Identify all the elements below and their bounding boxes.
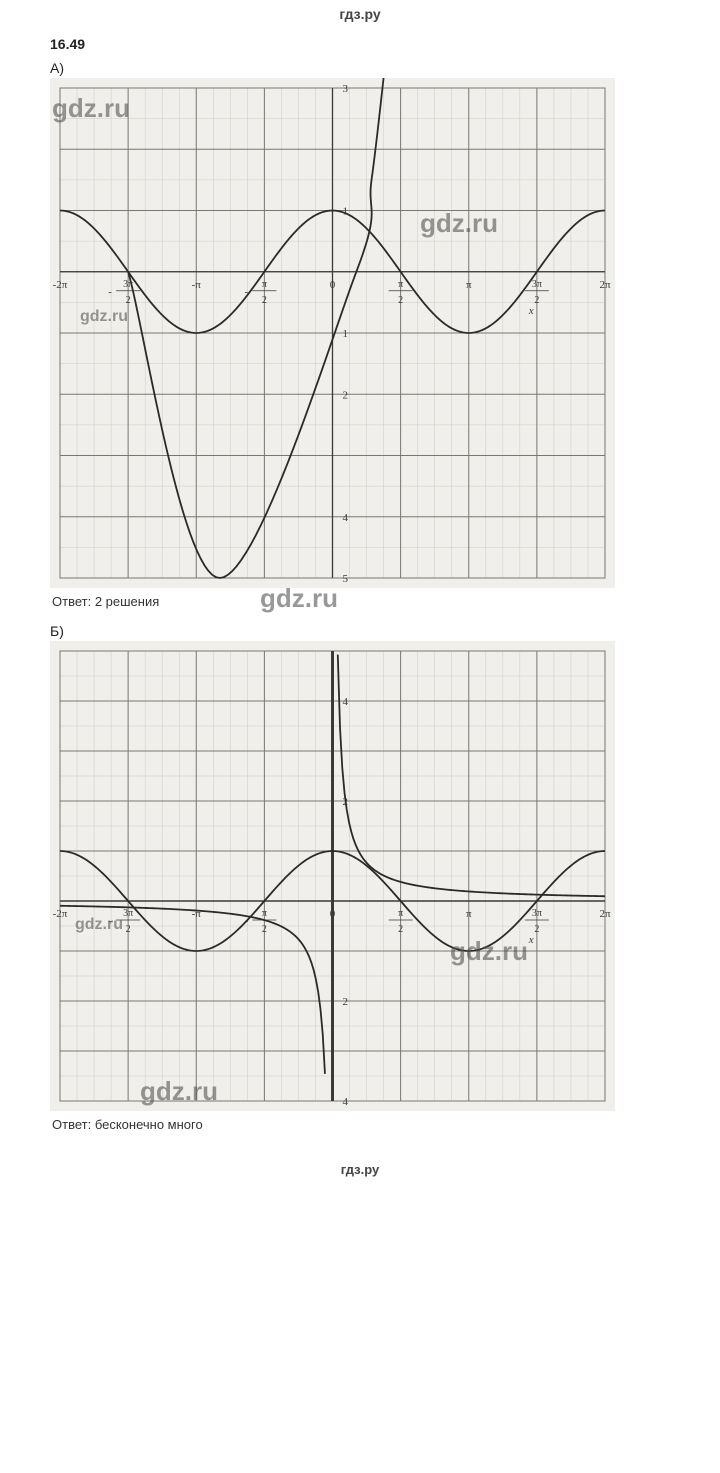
svg-text:-: - [108, 915, 112, 927]
svg-text:2: 2 [343, 996, 349, 1008]
svg-text:3: 3 [343, 83, 349, 95]
footer-site: гдз.ру [341, 1162, 379, 1177]
svg-text:4: 4 [343, 1096, 349, 1108]
svg-text:2: 2 [126, 295, 131, 306]
page-footer: гдз.ру [0, 1156, 720, 1187]
chart-b: -2π3π2--ππ2-0π2π3π22π4224x [50, 641, 615, 1111]
svg-text:-2π: -2π [53, 908, 68, 920]
svg-text:π: π [466, 279, 472, 291]
problem-number: 16.49 [50, 36, 670, 52]
answer-b-text: бесконечно много [95, 1117, 203, 1132]
svg-text:2: 2 [262, 295, 267, 306]
svg-text:x: x [528, 934, 534, 946]
svg-text:π: π [398, 279, 403, 290]
answer-b: Ответ: бесконечно много [52, 1117, 670, 1132]
svg-text:2π: 2π [599, 908, 611, 920]
svg-text:x: x [528, 305, 534, 317]
svg-text:3π: 3π [532, 279, 542, 290]
answer-a: Ответ: 2 решения [52, 594, 670, 609]
svg-text:1: 1 [343, 328, 349, 340]
svg-text:π: π [398, 908, 403, 919]
svg-text:2: 2 [126, 924, 131, 935]
header-site: гдз.ру [339, 6, 380, 22]
svg-text:-2π: -2π [53, 279, 68, 291]
svg-text:0: 0 [330, 908, 336, 920]
svg-text:2: 2 [343, 389, 349, 401]
svg-text:2: 2 [398, 924, 403, 935]
svg-text:5: 5 [343, 573, 349, 585]
svg-text:-: - [108, 286, 112, 298]
chart-a: -2π3π2--ππ2-0π2π3π22π311245x [50, 78, 615, 588]
svg-text:2π: 2π [599, 279, 611, 291]
part-b-label: Б) [50, 623, 670, 639]
answer-a-text: 2 решения [95, 594, 159, 609]
answer-b-prefix: Ответ: [52, 1117, 95, 1132]
svg-text:3π: 3π [123, 908, 133, 919]
svg-text:2: 2 [398, 295, 403, 306]
svg-text:-π: -π [192, 279, 202, 291]
svg-text:4: 4 [343, 512, 349, 524]
page-header: гдз.ру [0, 0, 720, 26]
svg-text:π: π [262, 279, 267, 290]
svg-text:3π: 3π [532, 908, 542, 919]
svg-text:2: 2 [534, 295, 539, 306]
svg-text:4: 4 [343, 696, 349, 708]
svg-text:0: 0 [330, 279, 336, 291]
svg-text:π: π [466, 908, 472, 920]
content: 16.49 А) -2π3π2--ππ2-0π2π3π22π311245x gd… [0, 26, 720, 1156]
chart-a-wrap: -2π3π2--ππ2-0π2π3π22π311245x gdz.rugdz.r… [50, 78, 615, 588]
chart-b-wrap: -2π3π2--ππ2-0π2π3π22π4224x gdz.rugdz.rug… [50, 641, 615, 1111]
svg-text:2: 2 [262, 924, 267, 935]
answer-a-prefix: Ответ: [52, 594, 95, 609]
part-a-label: А) [50, 60, 670, 76]
svg-text:2: 2 [534, 924, 539, 935]
svg-text:π: π [262, 908, 267, 919]
